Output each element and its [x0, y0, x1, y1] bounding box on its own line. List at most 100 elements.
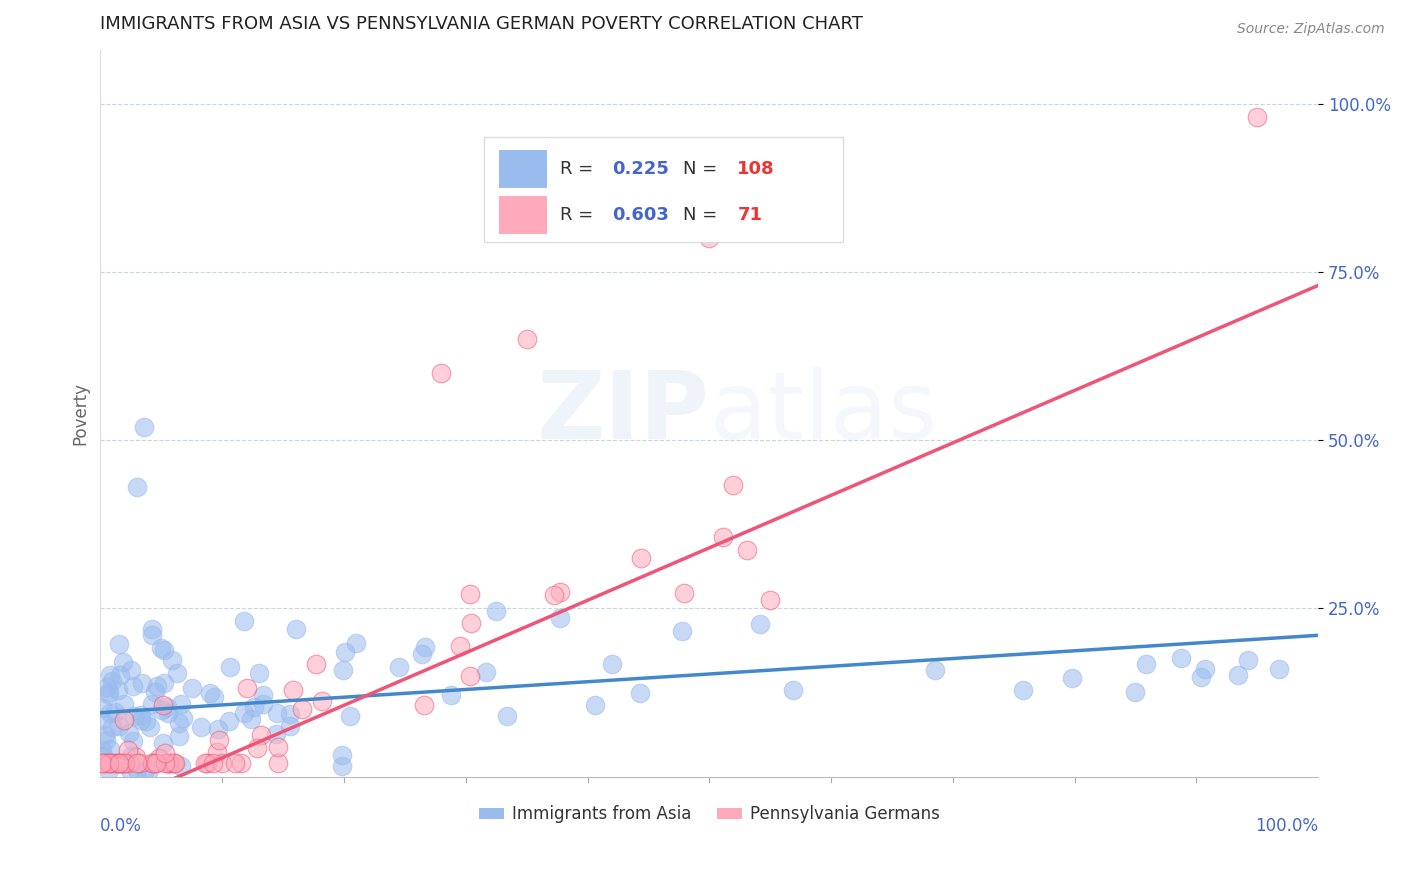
Point — [127, 480, 149, 494]
Text: 0.225: 0.225 — [612, 160, 669, 178]
Point — [163, 756, 186, 771]
Point — [330, 748, 353, 763]
Point — [458, 586, 481, 600]
Point — [107, 756, 129, 771]
Point — [218, 660, 240, 674]
Point — [110, 756, 132, 771]
Point — [440, 688, 463, 702]
Point — [242, 700, 264, 714]
Point — [108, 719, 131, 733]
Text: N =: N = — [682, 206, 723, 224]
Point — [195, 756, 218, 771]
Point — [138, 763, 160, 777]
Point — [266, 706, 288, 720]
Point — [141, 697, 163, 711]
Point — [218, 714, 240, 728]
Point — [98, 756, 121, 771]
Point — [100, 706, 122, 720]
Text: N =: N = — [682, 160, 723, 178]
Point — [232, 706, 254, 720]
Point — [339, 709, 361, 723]
Point — [1236, 653, 1258, 667]
Point — [153, 643, 176, 657]
Point — [630, 551, 652, 566]
Point — [145, 685, 167, 699]
Point — [97, 687, 120, 701]
Point — [94, 733, 117, 747]
Point — [278, 707, 301, 722]
Point — [155, 746, 177, 760]
Point — [224, 756, 246, 771]
FancyBboxPatch shape — [484, 137, 844, 243]
Point — [267, 740, 290, 755]
Point — [1226, 667, 1249, 681]
Point — [117, 742, 139, 756]
Point — [129, 713, 152, 727]
Point — [112, 698, 135, 712]
Text: IMMIGRANTS FROM ASIA VS PENNSYLVANIA GERMAN POVERTY CORRELATION CHART: IMMIGRANTS FROM ASIA VS PENNSYLVANIA GER… — [100, 15, 863, 33]
Point — [449, 639, 471, 653]
Point — [112, 656, 135, 670]
Point — [782, 682, 804, 697]
Point — [1123, 685, 1146, 699]
Point — [94, 728, 117, 742]
Point — [411, 647, 433, 661]
Point — [475, 665, 498, 680]
Point — [737, 543, 759, 558]
Point — [628, 686, 651, 700]
Point — [330, 758, 353, 772]
Point — [194, 756, 217, 771]
Point — [413, 640, 436, 654]
Point — [156, 700, 179, 714]
Text: 0.603: 0.603 — [612, 206, 669, 224]
Point — [127, 756, 149, 771]
Point — [141, 622, 163, 636]
Point — [117, 725, 139, 739]
Point — [484, 604, 506, 618]
Text: 71: 71 — [737, 206, 762, 224]
Point — [112, 756, 135, 771]
Point — [129, 708, 152, 723]
Point — [1194, 663, 1216, 677]
Text: R =: R = — [560, 160, 599, 178]
Point — [107, 756, 129, 771]
Point — [924, 664, 946, 678]
Point — [344, 636, 367, 650]
Point — [107, 682, 129, 697]
Point — [148, 751, 170, 765]
Point — [118, 756, 141, 771]
Point — [264, 727, 287, 741]
Point — [146, 679, 169, 693]
Point — [134, 419, 156, 434]
Text: ZIP: ZIP — [537, 368, 709, 459]
Point — [98, 756, 121, 771]
FancyBboxPatch shape — [499, 150, 547, 188]
Point — [198, 685, 221, 699]
Point — [229, 756, 252, 771]
Point — [170, 697, 193, 711]
Point — [249, 728, 271, 742]
Point — [122, 679, 145, 693]
Point — [311, 694, 333, 708]
Point — [157, 756, 180, 771]
Point — [211, 756, 233, 771]
Point — [759, 593, 782, 607]
Point — [412, 698, 434, 712]
Point — [267, 756, 290, 771]
Point — [105, 756, 128, 771]
Point — [162, 756, 184, 771]
Point — [671, 624, 693, 638]
Point — [108, 756, 131, 771]
Point — [1191, 670, 1213, 684]
Point — [583, 698, 606, 712]
Point — [163, 756, 186, 771]
Y-axis label: Poverty: Poverty — [72, 382, 89, 445]
Point — [721, 477, 744, 491]
Point — [550, 611, 572, 625]
Point — [120, 749, 142, 764]
Point — [246, 741, 269, 756]
Point — [142, 756, 165, 771]
Point — [98, 763, 121, 777]
Point — [90, 701, 112, 715]
Point — [335, 645, 357, 659]
